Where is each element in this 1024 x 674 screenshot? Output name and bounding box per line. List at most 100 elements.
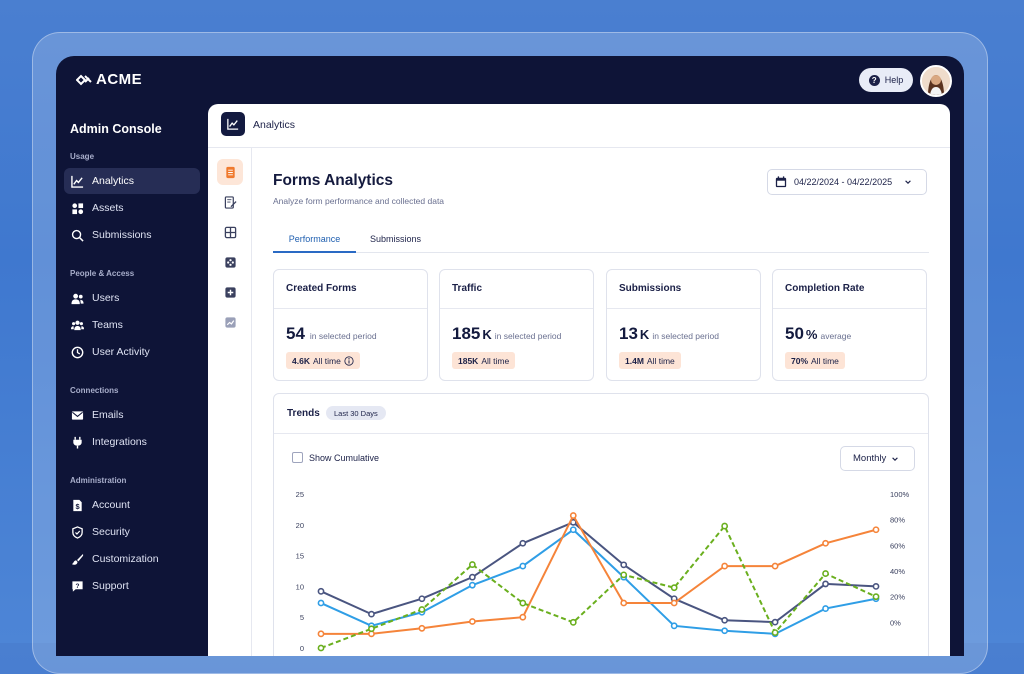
series-point-0[interactable]	[822, 580, 829, 588]
series-point-0[interactable]	[368, 610, 375, 618]
brand-logo[interactable]: ACME	[76, 71, 142, 88]
tab-performance[interactable]: Performance	[273, 227, 356, 253]
series-point-2[interactable]	[721, 562, 729, 570]
layout-grid-icon	[224, 226, 236, 238]
sidebar-item-submissions[interactable]: Submissions	[64, 222, 200, 248]
trends-title: Trends	[287, 408, 320, 419]
series-point-2[interactable]	[468, 618, 476, 625]
period-select[interactable]: Monthly	[840, 446, 915, 471]
series-point-3[interactable]	[670, 584, 678, 592]
series-point-3[interactable]	[368, 625, 375, 633]
badge-label: All time	[481, 355, 510, 366]
series-point-2[interactable]	[569, 512, 577, 519]
series-point-2[interactable]	[822, 539, 829, 547]
sidebar-item-label: Emails	[92, 409, 124, 421]
sidebar-item-security[interactable]: Security	[64, 519, 200, 545]
series-point-0[interactable]	[317, 587, 325, 595]
series-point-0[interactable]	[771, 618, 779, 626]
series-point-0[interactable]	[721, 616, 729, 624]
card-caption: in selected period	[309, 331, 377, 341]
sidebar-item-label: Submissions	[92, 229, 152, 241]
series-point-1[interactable]	[822, 605, 829, 612]
series-point-1[interactable]	[317, 599, 325, 607]
user-avatar[interactable]	[920, 65, 952, 97]
rail-components[interactable]	[217, 249, 243, 275]
series-point-2[interactable]	[418, 624, 426, 632]
series-point-2[interactable]	[670, 599, 678, 607]
rail-layout[interactable]	[217, 219, 243, 245]
info-icon[interactable]	[344, 355, 354, 366]
help-button[interactable]: ? Help	[859, 68, 913, 92]
series-point-1[interactable]	[721, 627, 729, 635]
sidebar-item-users[interactable]: Users	[64, 285, 200, 311]
series-point-2[interactable]	[620, 599, 628, 607]
series-point-3[interactable]	[519, 599, 527, 607]
card-number: 13	[619, 324, 638, 343]
rail-edit[interactable]	[217, 189, 243, 215]
series-point-0[interactable]	[418, 595, 426, 603]
rail-insights[interactable]	[217, 309, 243, 335]
team-icon	[71, 320, 84, 330]
series-point-3[interactable]	[872, 593, 880, 601]
tab-submissions[interactable]: Submissions	[370, 234, 422, 244]
series-point-2[interactable]	[872, 526, 880, 534]
app-window: ACME ? Help Admin Console Usage Analytic…	[56, 56, 964, 656]
sidebar-item-label: Customization	[92, 553, 159, 565]
badge-label: All time	[646, 355, 675, 366]
card-title: Traffic	[452, 283, 483, 294]
chevron-down-icon	[905, 180, 911, 184]
sidebar-item-analytics[interactable]: Analytics	[64, 168, 200, 194]
sidebar-item-customization[interactable]: Customization	[64, 546, 200, 572]
svg-text:?: ?	[76, 582, 80, 589]
series-point-3[interactable]	[418, 606, 426, 613]
rail-forms[interactable]	[217, 159, 243, 185]
y-left-tick-label: 5	[300, 613, 304, 622]
y-left-tick-label: 0	[300, 644, 304, 653]
series-point-3[interactable]	[822, 570, 829, 577]
sidebar-item-user-activity[interactable]: User Activity	[64, 339, 200, 365]
series-point-1[interactable]	[468, 581, 476, 589]
series-point-3[interactable]	[721, 522, 729, 530]
card-caption: in selected period	[652, 331, 719, 341]
series-point-1[interactable]	[569, 526, 577, 534]
page-subtitle: Analyze form performance and collected d…	[273, 196, 445, 206]
series-point-3[interactable]	[569, 618, 577, 626]
series-point-3[interactable]	[620, 571, 628, 579]
series-point-2[interactable]	[317, 630, 325, 638]
series-point-2[interactable]	[519, 613, 527, 621]
page-title: Forms Analytics	[273, 172, 394, 189]
series-line-3	[320, 524, 877, 649]
series-point-1[interactable]	[519, 562, 527, 570]
y-right-tick-label: 40%	[890, 567, 905, 576]
series-point-3[interactable]	[468, 561, 476, 568]
trends-line-chart: 0 5 10 15 20 25 0% 20% 40% 60% 80% 100%	[296, 490, 910, 653]
sidebar-item-emails[interactable]: Emails	[64, 402, 200, 428]
stat-card-completion-rate: Completion Rate 50% average 70% All time	[772, 269, 927, 381]
show-cumulative-checkbox[interactable]: Show Cumulative	[292, 452, 379, 463]
series-point-3[interactable]	[771, 629, 779, 636]
rail-add[interactable]	[217, 279, 243, 305]
checkbox-box[interactable]	[292, 452, 303, 463]
trends-period-badge: Last 30 Days	[326, 406, 386, 420]
series-point-0[interactable]	[872, 583, 880, 590]
sidebar-item-teams[interactable]: Teams	[64, 312, 200, 338]
sidebar-item-label: Teams	[92, 319, 123, 331]
card-unit: %	[805, 327, 818, 342]
series-point-3[interactable]	[317, 644, 325, 652]
series-point-0[interactable]	[468, 573, 476, 581]
series-point-0[interactable]	[620, 561, 628, 569]
sidebar-item-account[interactable]: $ Account	[64, 492, 200, 518]
y-right-tick-label: 20%	[890, 593, 905, 602]
series-point-2[interactable]	[771, 562, 779, 570]
sidebar-item-support[interactable]: ? Support	[64, 573, 200, 599]
sidebar-item-assets[interactable]: Assets	[64, 195, 200, 221]
sidebar-item-integrations[interactable]: Integrations	[64, 429, 200, 455]
card-title: Created Forms	[286, 283, 357, 294]
badge-value: 185K	[458, 355, 479, 366]
question-icon: ?	[868, 74, 880, 86]
series-point-0[interactable]	[519, 539, 527, 547]
series-point-1[interactable]	[670, 622, 678, 630]
date-range-picker[interactable]: 04/22/2024 - 04/22/2025	[767, 169, 927, 195]
